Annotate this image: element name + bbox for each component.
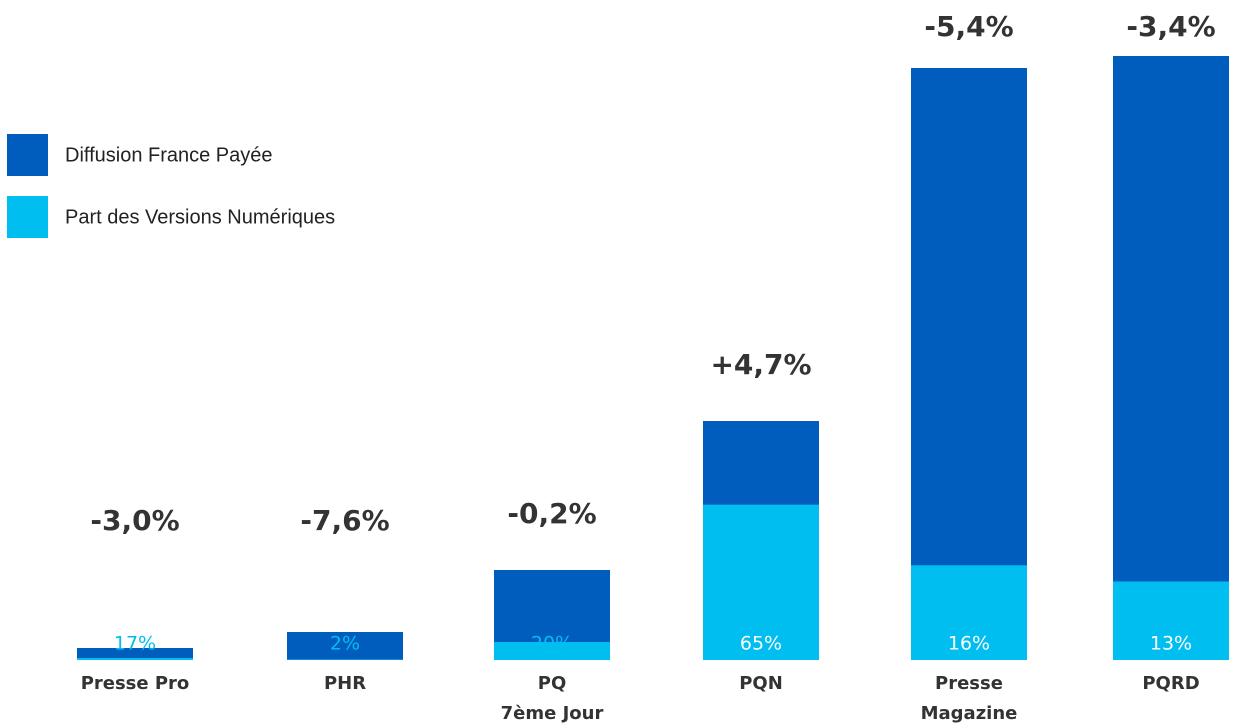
bar-total xyxy=(77,648,193,660)
share-label: 13% xyxy=(1150,633,1192,655)
legend-label: Part des Versions Numériques xyxy=(65,206,335,228)
category-label: PQN xyxy=(739,673,783,694)
category-line: PQ xyxy=(538,673,567,694)
share-label: 20% xyxy=(531,633,573,655)
category-line: PQRD xyxy=(1142,673,1199,694)
legend-swatch xyxy=(7,134,48,176)
category-label: PHR xyxy=(324,673,366,694)
category-line: PQN xyxy=(739,673,783,694)
legend-label: Diffusion France Payée xyxy=(65,144,273,166)
bar-total xyxy=(1113,56,1229,660)
share-label: 16% xyxy=(948,633,990,655)
bar-digital xyxy=(911,565,1027,660)
share-label: 65% xyxy=(740,633,782,655)
category-label: Presse Magazine xyxy=(921,673,1018,724)
bar-total xyxy=(911,68,1027,660)
share-label: 2% xyxy=(330,633,360,655)
category-line: Presse xyxy=(935,673,1003,694)
category-line: PHR xyxy=(324,673,366,694)
category-line: 7ème Jour xyxy=(501,703,604,724)
bar-total xyxy=(287,632,403,660)
change-label: -0,2% xyxy=(507,497,596,530)
change-label: -7,6% xyxy=(300,504,389,537)
category-label: Presse Pro xyxy=(81,673,190,694)
bar-digital xyxy=(703,504,819,660)
change-label: +4,7% xyxy=(710,348,811,381)
bar-digital xyxy=(1113,581,1229,660)
bar-digital xyxy=(494,642,610,660)
share-label: 17% xyxy=(114,633,156,655)
category-line: Presse Pro xyxy=(81,673,190,694)
change-label: -3,0% xyxy=(90,504,179,537)
change-label: -5,4% xyxy=(924,10,1013,43)
bar-digital xyxy=(77,657,193,660)
category-line: Magazine xyxy=(921,703,1018,724)
category-label: PQRD xyxy=(1142,673,1199,694)
legend-swatch xyxy=(7,196,48,238)
change-label: -3,4% xyxy=(1126,10,1215,43)
bar-digital xyxy=(287,659,403,660)
category-label: PQ 7ème Jour xyxy=(501,673,604,724)
